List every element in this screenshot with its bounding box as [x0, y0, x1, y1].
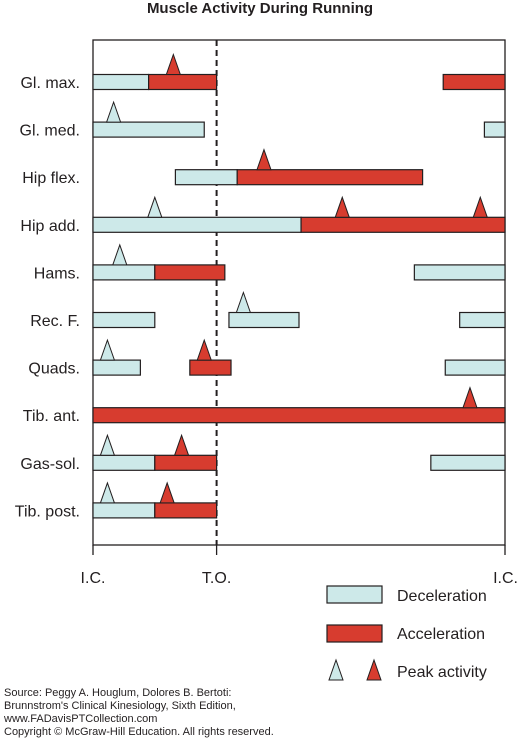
deceleration-bar: [430, 454, 506, 471]
deceleration-bar: [92, 502, 156, 519]
deceleration-peak-marker: [112, 243, 128, 266]
deceleration-peak-marker: [99, 481, 116, 504]
acceleration-peak-marker: [472, 195, 488, 218]
deceleration-bar: [92, 359, 141, 376]
muscle-label: Rec. F.: [30, 313, 80, 330]
muscle-label: Quads.: [28, 361, 80, 378]
deceleration-peak-marker: [99, 433, 116, 456]
acceleration-bar: [154, 264, 226, 281]
acceleration-peak-marker: [256, 148, 272, 171]
legend-deceleration-swatch: [326, 585, 383, 604]
legend-peak-acceleration-icon: [366, 658, 382, 681]
acceleration-bar: [148, 73, 218, 91]
deceleration-bar: [92, 216, 302, 233]
deceleration-bar: [92, 73, 150, 91]
legend-peak-deceleration-icon: [328, 658, 344, 681]
deceleration-bar: [92, 121, 205, 138]
muscle-label: Hip add.: [20, 218, 80, 235]
acceleration-bar: [154, 454, 218, 471]
acceleration-peak-marker: [173, 433, 190, 456]
acceleration-bar: [92, 407, 506, 424]
source-credit: Source: Peggy A. Houglum, Dolores B. Ber…: [4, 687, 274, 739]
legend-acceleration-label: Acceleration: [397, 626, 485, 643]
muscle-label: Gas-sol.: [20, 456, 80, 473]
source-line: Source: Peggy A. Houglum, Dolores B. Ber…: [4, 687, 232, 699]
deceleration-bar: [92, 264, 156, 281]
deceleration-bar: [92, 311, 156, 329]
deceleration-bar: [459, 311, 506, 329]
acceleration-peak-marker: [196, 338, 212, 361]
muscle-label: Hams.: [34, 265, 80, 282]
x-tick-label: I.C.: [81, 570, 106, 587]
muscle-activity-chart: I.C. T.O. I.C. Gl. max. Gl. med. Hip flex. Hip…: [15, 39, 518, 681]
acceleration-peak-marker: [462, 386, 478, 409]
muscle-label: Tib. ant.: [23, 408, 80, 425]
acceleration-bar: [236, 169, 424, 186]
muscle-label: Hip flex.: [22, 170, 80, 187]
acceleration-bar: [442, 73, 506, 91]
deceleration-bar: [483, 121, 506, 138]
deceleration-peak-marker: [105, 100, 122, 123]
deceleration-bar: [92, 454, 156, 471]
deceleration-bar: [444, 359, 506, 376]
deceleration-bar: [228, 311, 300, 329]
plot-frame: [92, 39, 506, 546]
muscle-label: Tib. post.: [15, 503, 80, 520]
acceleration-bar: [300, 216, 506, 233]
chart-title: Muscle Activity During Running: [146, 0, 374, 17]
muscle-label: Gl. max.: [20, 75, 80, 92]
acceleration-bar: [154, 502, 218, 519]
source-line: Brunnstrom's Clinical Kinesiology, Sixth…: [4, 700, 236, 712]
deceleration-bar: [174, 169, 238, 186]
muscle-label: Gl. med.: [20, 123, 80, 140]
deceleration-peak-marker: [235, 290, 252, 313]
x-tick-label: I.C.: [493, 570, 518, 587]
acceleration-peak-marker: [165, 52, 182, 75]
source-line: www.FADavisPTCollection.com: [4, 713, 158, 725]
legend-peak-label: Peak activity: [397, 664, 487, 681]
acceleration-bar: [189, 359, 232, 376]
deceleration-peak-marker: [147, 195, 163, 218]
x-tick-label: T.O.: [202, 570, 231, 587]
legend-deceleration-label: Deceleration: [397, 588, 487, 605]
source-line: Copyright © McGraw-Hill Education. All r…: [4, 726, 274, 738]
acceleration-peak-marker: [159, 481, 175, 504]
acceleration-peak-marker: [334, 195, 350, 218]
legend-acceleration-swatch: [326, 624, 383, 643]
deceleration-peak-marker: [99, 338, 116, 361]
deceleration-bar: [413, 264, 506, 281]
